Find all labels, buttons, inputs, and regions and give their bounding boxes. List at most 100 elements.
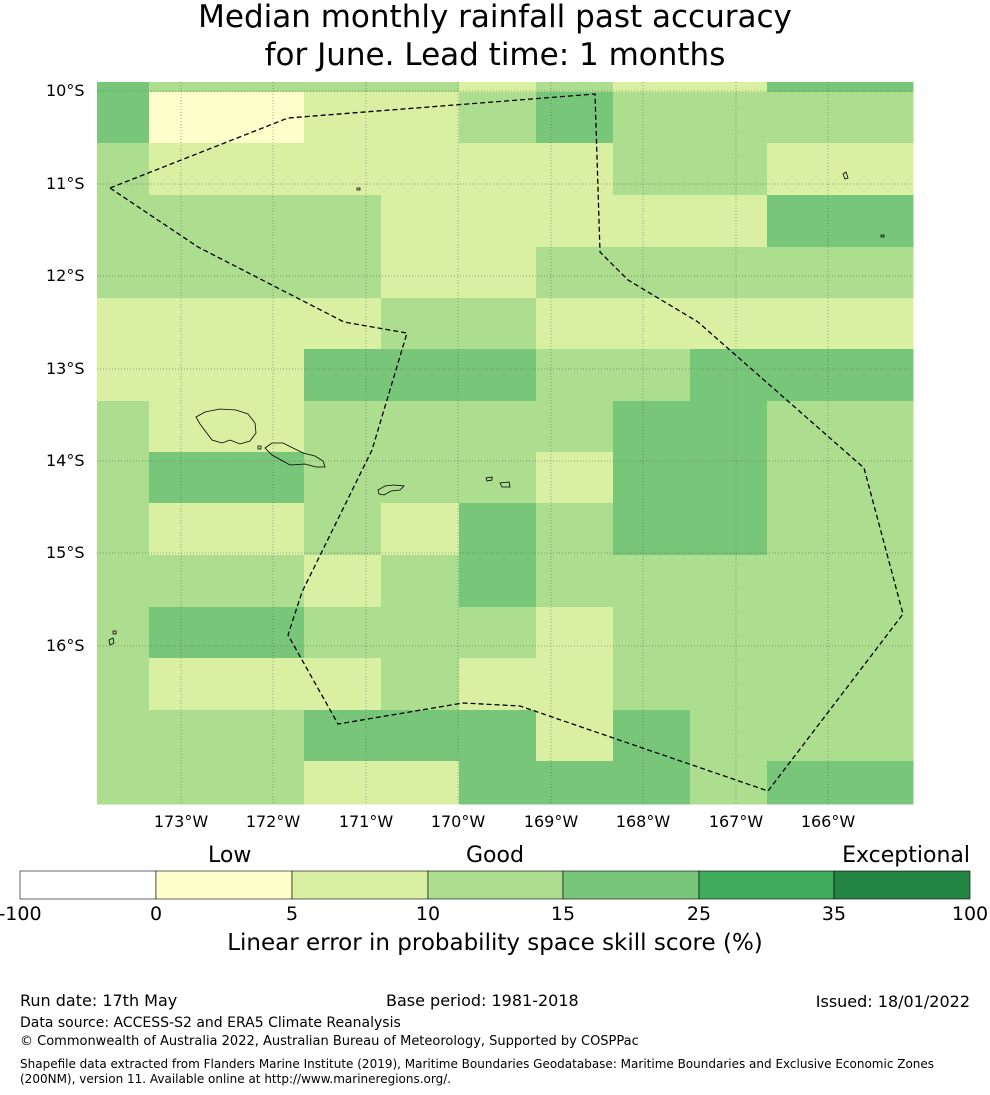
grid-cell — [844, 555, 914, 608]
grid-cell — [149, 349, 227, 402]
colorbar-tick-label: 15 — [550, 903, 576, 925]
island-wallis — [108, 637, 115, 646]
grid-cell — [844, 401, 914, 453]
grid-cell — [97, 761, 150, 805]
grid-cell — [613, 92, 691, 144]
grid-cell — [381, 195, 460, 248]
grid-cell — [536, 349, 614, 402]
grid-cell — [304, 658, 382, 711]
colorbar-tick-label: 100 — [951, 903, 989, 925]
chart-title-line-2: for June. Lead time: 1 months — [264, 37, 726, 73]
grid-cell — [459, 710, 537, 762]
grid-cell — [459, 503, 537, 556]
grid-cell — [536, 143, 614, 196]
grid-cell — [690, 710, 768, 762]
grid-cell — [536, 503, 614, 556]
grid-cell — [226, 298, 305, 350]
grid-cell — [844, 195, 914, 248]
copyright: © Commonwealth of Australia 2022, Austra… — [20, 1034, 639, 1049]
grid-cell — [844, 82, 914, 93]
grid-cell — [381, 761, 460, 805]
grid-cell — [613, 710, 691, 762]
colorbar-category-label: Exceptional — [842, 843, 970, 868]
grid-cell — [149, 658, 227, 711]
grid-cell — [304, 92, 382, 144]
colorbar-tick-label: -100 — [0, 903, 42, 925]
grid-cell — [226, 761, 305, 805]
grid-cell — [767, 761, 845, 805]
grid-cell — [97, 82, 150, 93]
grid-cell — [304, 761, 382, 805]
grid-cell — [149, 298, 227, 350]
grid-cell — [767, 710, 845, 762]
grid-cell — [304, 247, 382, 299]
longitude-label: 173°W — [153, 812, 209, 831]
grid-cell — [767, 452, 845, 504]
grid-cell — [304, 503, 382, 556]
grid-cell — [690, 658, 768, 711]
island-nukunonu — [842, 171, 849, 180]
grid-cell — [459, 401, 537, 453]
latitude-label: 13°S — [46, 359, 85, 378]
grid-cell — [149, 401, 227, 453]
grid-cell — [536, 195, 614, 248]
longitude-label: 169°W — [523, 812, 579, 831]
grid-cell — [459, 92, 537, 144]
grid-cell — [304, 555, 382, 608]
grid-cell — [226, 195, 305, 248]
grid-cell — [304, 82, 382, 93]
grid-cell — [149, 555, 227, 608]
colorbar-swatch — [427, 870, 564, 900]
colorbar-swatch — [698, 870, 835, 900]
grid-cell — [613, 452, 691, 504]
grid-cell — [536, 82, 614, 93]
colorbar-swatch — [19, 870, 157, 900]
grid-cell — [381, 349, 460, 402]
grid-cell — [459, 298, 537, 350]
grid-cell — [459, 555, 537, 608]
grid-cell — [613, 143, 691, 196]
grid-cell — [97, 607, 150, 659]
grid-cell — [690, 82, 768, 93]
grid-cell — [690, 92, 768, 144]
colorbar-swatch — [833, 870, 971, 900]
grid-cell — [536, 298, 614, 350]
island-wallis-islet — [112, 630, 117, 635]
island-tutuila — [377, 484, 405, 496]
latitude-label: 12°S — [46, 266, 85, 285]
grid-cell — [149, 92, 227, 144]
grid-cell — [613, 298, 691, 350]
grid-cell — [536, 92, 614, 144]
grid-cell — [381, 247, 460, 299]
grid-cell — [149, 82, 227, 93]
grid-cell — [767, 503, 845, 556]
grid-cell — [844, 503, 914, 556]
grid-cell — [149, 452, 227, 504]
grid-cell — [226, 452, 305, 504]
grid-cell — [149, 761, 227, 805]
grid-cell — [304, 298, 382, 350]
grid-cell — [381, 452, 460, 504]
latitude-label: 16°S — [46, 636, 85, 655]
grid-cell — [149, 710, 227, 762]
grid-cell — [459, 349, 537, 402]
longitude-label: 167°W — [708, 812, 764, 831]
grid-cell — [613, 658, 691, 711]
chart-title-line-1: Median monthly rainfall past accuracy — [198, 0, 792, 35]
grid-cell — [536, 710, 614, 762]
grid-cell — [767, 555, 845, 608]
grid-cell — [844, 143, 914, 196]
grid-cell — [381, 92, 460, 144]
grid-cell — [690, 607, 768, 659]
grid-cell — [767, 143, 845, 196]
longitude-label: 170°W — [430, 812, 486, 831]
shapefile-credit-line-1: Shapefile data extracted from Flanders M… — [20, 1057, 935, 1071]
grid-cell — [844, 761, 914, 805]
grid-cell — [381, 503, 460, 556]
colorbar-swatch — [155, 870, 293, 900]
grid-cell — [613, 761, 691, 805]
grid-cell — [536, 452, 614, 504]
grid-cell — [613, 247, 691, 299]
grid-cell — [381, 401, 460, 453]
grid-cell — [97, 247, 150, 299]
